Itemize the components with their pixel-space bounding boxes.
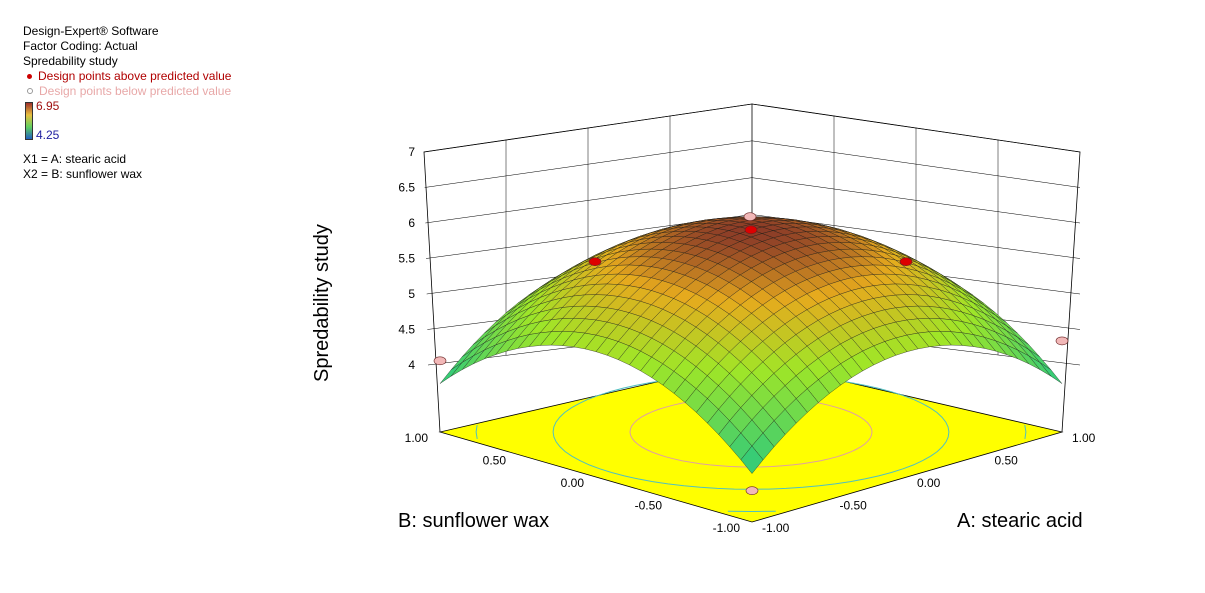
x-tick-label: 1.00 [1072, 431, 1096, 445]
color-gradient-bar [25, 102, 33, 140]
surface-facet [1039, 362, 1063, 384]
legend-panel: Design-Expert® Software Factor Coding: A… [23, 24, 231, 182]
x1-factor-label: X1 = A: stearic acid [23, 152, 127, 166]
surface-facet [439, 362, 463, 384]
response-surface [439, 216, 1063, 474]
y-tick-label: 1.00 [405, 431, 429, 445]
z-tick-label: 6 [408, 216, 415, 230]
z-tick-label: 5 [408, 287, 415, 301]
z-gridline [425, 177, 1081, 224]
y-axis-label: B: sunflower wax [398, 510, 549, 532]
y-tick-label: -1.00 [713, 521, 741, 535]
x-axis-label: A: stearic acid [957, 510, 1083, 532]
z-gridline [423, 103, 1081, 153]
z-tick-label: 6.5 [398, 181, 415, 195]
above-legend-text: Design points above predicted value [38, 69, 232, 83]
design-points [433, 212, 1069, 495]
factor-coding-label: Factor Coding: Actual [23, 39, 138, 53]
below-marker-icon [27, 88, 33, 95]
z-axis-label: Spredability study [311, 224, 333, 382]
design-point-above [588, 257, 602, 267]
z-tick-label: 5.5 [398, 252, 415, 266]
design-point-below [745, 486, 759, 495]
x2-factor-label: X2 = B: sunflower wax [23, 167, 143, 181]
y-tick-label: 0.00 [561, 476, 585, 490]
z-tick-label: 7 [408, 145, 415, 159]
below-legend-text: Design points below predicted value [39, 84, 232, 98]
response-label: Spredability study [23, 54, 118, 68]
below-legend-entry: Design points below predicted value [23, 84, 231, 99]
color-max-label: 6.95 [36, 99, 60, 113]
z-tick-label: 4.5 [398, 323, 415, 337]
x-tick-label: 0.50 [995, 454, 1019, 468]
design-point-below [743, 212, 757, 222]
design-point-above [744, 225, 758, 235]
x-tick-label: 0.00 [917, 476, 941, 490]
above-legend-entry: Design points above predicted value [23, 69, 231, 84]
color-scale: 6.95 4.25 [23, 99, 231, 142]
surface-facet [740, 445, 764, 474]
design-point-below [1055, 336, 1069, 346]
axis-ticks: 4 4.5 5 5.5 6 6.5 7 -1.00 -0.50 0.00 0.50 1.00 -1.00… [398, 145, 1095, 535]
y-tick-label: -0.50 [635, 499, 663, 513]
y-tick-label: 0.50 [483, 454, 507, 468]
above-marker-icon [27, 73, 32, 79]
design-point-below [433, 356, 447, 366]
x-tick-label: -1.00 [762, 521, 790, 535]
software-label: Design-Expert® Software [23, 24, 159, 38]
x-tick-label: -0.50 [840, 499, 868, 513]
z-tick-label: 4 [408, 358, 415, 372]
color-min-label: 4.25 [36, 128, 60, 142]
z-gridline [424, 140, 1081, 188]
design-point-above [899, 257, 913, 267]
